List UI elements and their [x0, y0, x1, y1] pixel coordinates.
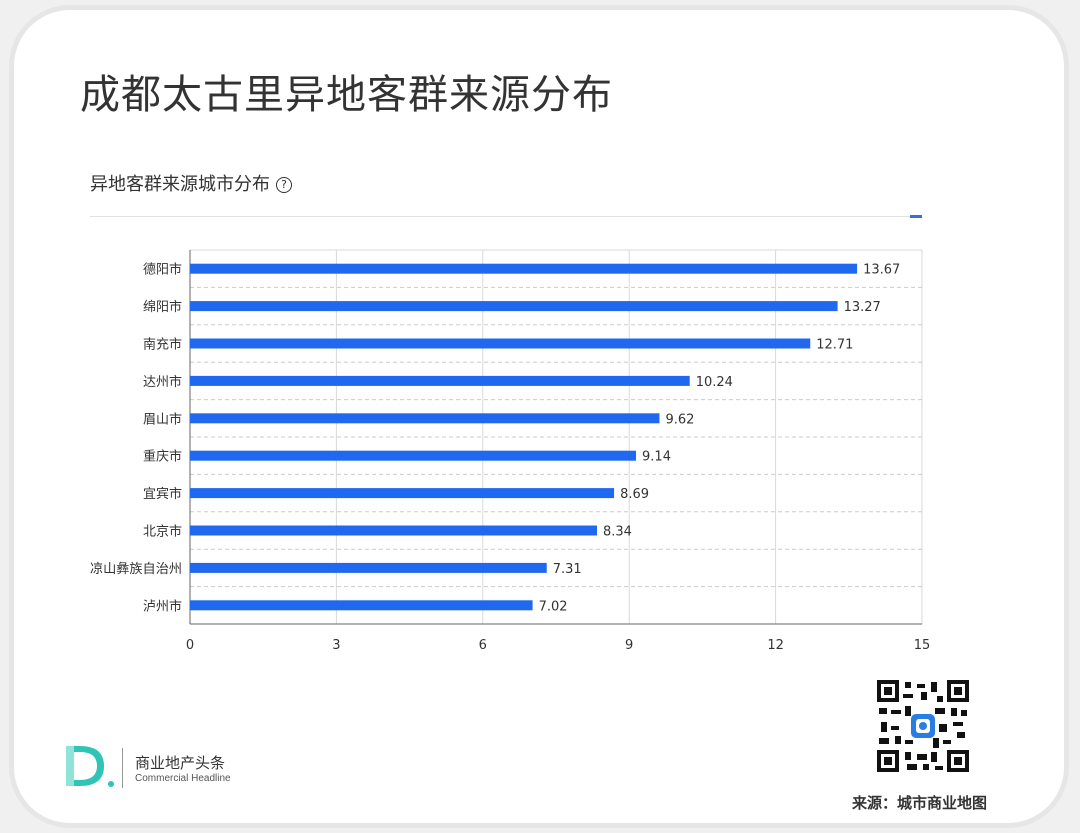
category-label: 宜宾市 — [143, 486, 182, 502]
category-label: 绵阳市 — [143, 299, 182, 315]
bar — [190, 488, 615, 499]
bar-value-label: 13.67 — [863, 263, 900, 278]
brand-logo-icon — [66, 746, 114, 787]
bar — [190, 413, 660, 424]
bar — [190, 375, 690, 386]
x-tick-label: 12 — [767, 638, 784, 653]
bar-value-label: 9.14 — [642, 450, 671, 465]
chart-heading: 异地客群来源城市分布? — [90, 170, 292, 196]
heading-divider — [90, 216, 922, 217]
x-tick-label: 6 — [479, 638, 487, 653]
page-title: 成都太古里异地客群来源分布 — [80, 72, 613, 118]
bar — [190, 301, 838, 312]
x-tick-label: 3 — [332, 638, 340, 653]
divider-accent — [910, 215, 922, 218]
qr-code-icon[interactable] — [877, 680, 969, 772]
x-tick-label: 0 — [186, 638, 194, 653]
bar-value-label: 8.69 — [620, 487, 649, 502]
bar — [190, 525, 597, 536]
bar-value-label: 9.62 — [665, 412, 694, 427]
category-label: 达州市 — [143, 374, 182, 390]
brand-name-en: Commercial Headline — [135, 773, 231, 784]
bar-value-label: 7.02 — [539, 599, 568, 614]
bar-value-label: 13.27 — [844, 300, 881, 315]
brand-name-cn: 商业地产头条 — [135, 754, 226, 772]
source-label: 来源：城市商业地图 — [852, 794, 988, 812]
bar-value-label: 10.24 — [696, 375, 733, 390]
category-label: 泸州市 — [143, 598, 182, 614]
category-label: 眉山市 — [143, 411, 182, 427]
brand-separator — [122, 748, 123, 788]
help-icon[interactable]: ? — [276, 177, 292, 193]
bar-value-label: 8.34 — [603, 525, 632, 540]
category-label: 北京市 — [143, 524, 182, 540]
x-tick-label: 9 — [625, 638, 633, 653]
category-label: 凉山彝族自治州 — [90, 561, 182, 577]
category-label: 南充市 — [143, 337, 182, 353]
bar — [190, 263, 858, 274]
bar — [190, 600, 533, 611]
bar-value-label: 12.71 — [816, 338, 853, 353]
chart-heading-label: 异地客群来源城市分布 — [90, 174, 270, 195]
bar — [190, 562, 547, 573]
bar — [190, 450, 637, 461]
bar — [190, 338, 811, 349]
category-label: 德阳市 — [143, 262, 182, 278]
x-tick-label: 15 — [914, 638, 931, 653]
bar-value-label: 7.31 — [553, 562, 582, 577]
category-label: 重庆市 — [143, 449, 182, 465]
